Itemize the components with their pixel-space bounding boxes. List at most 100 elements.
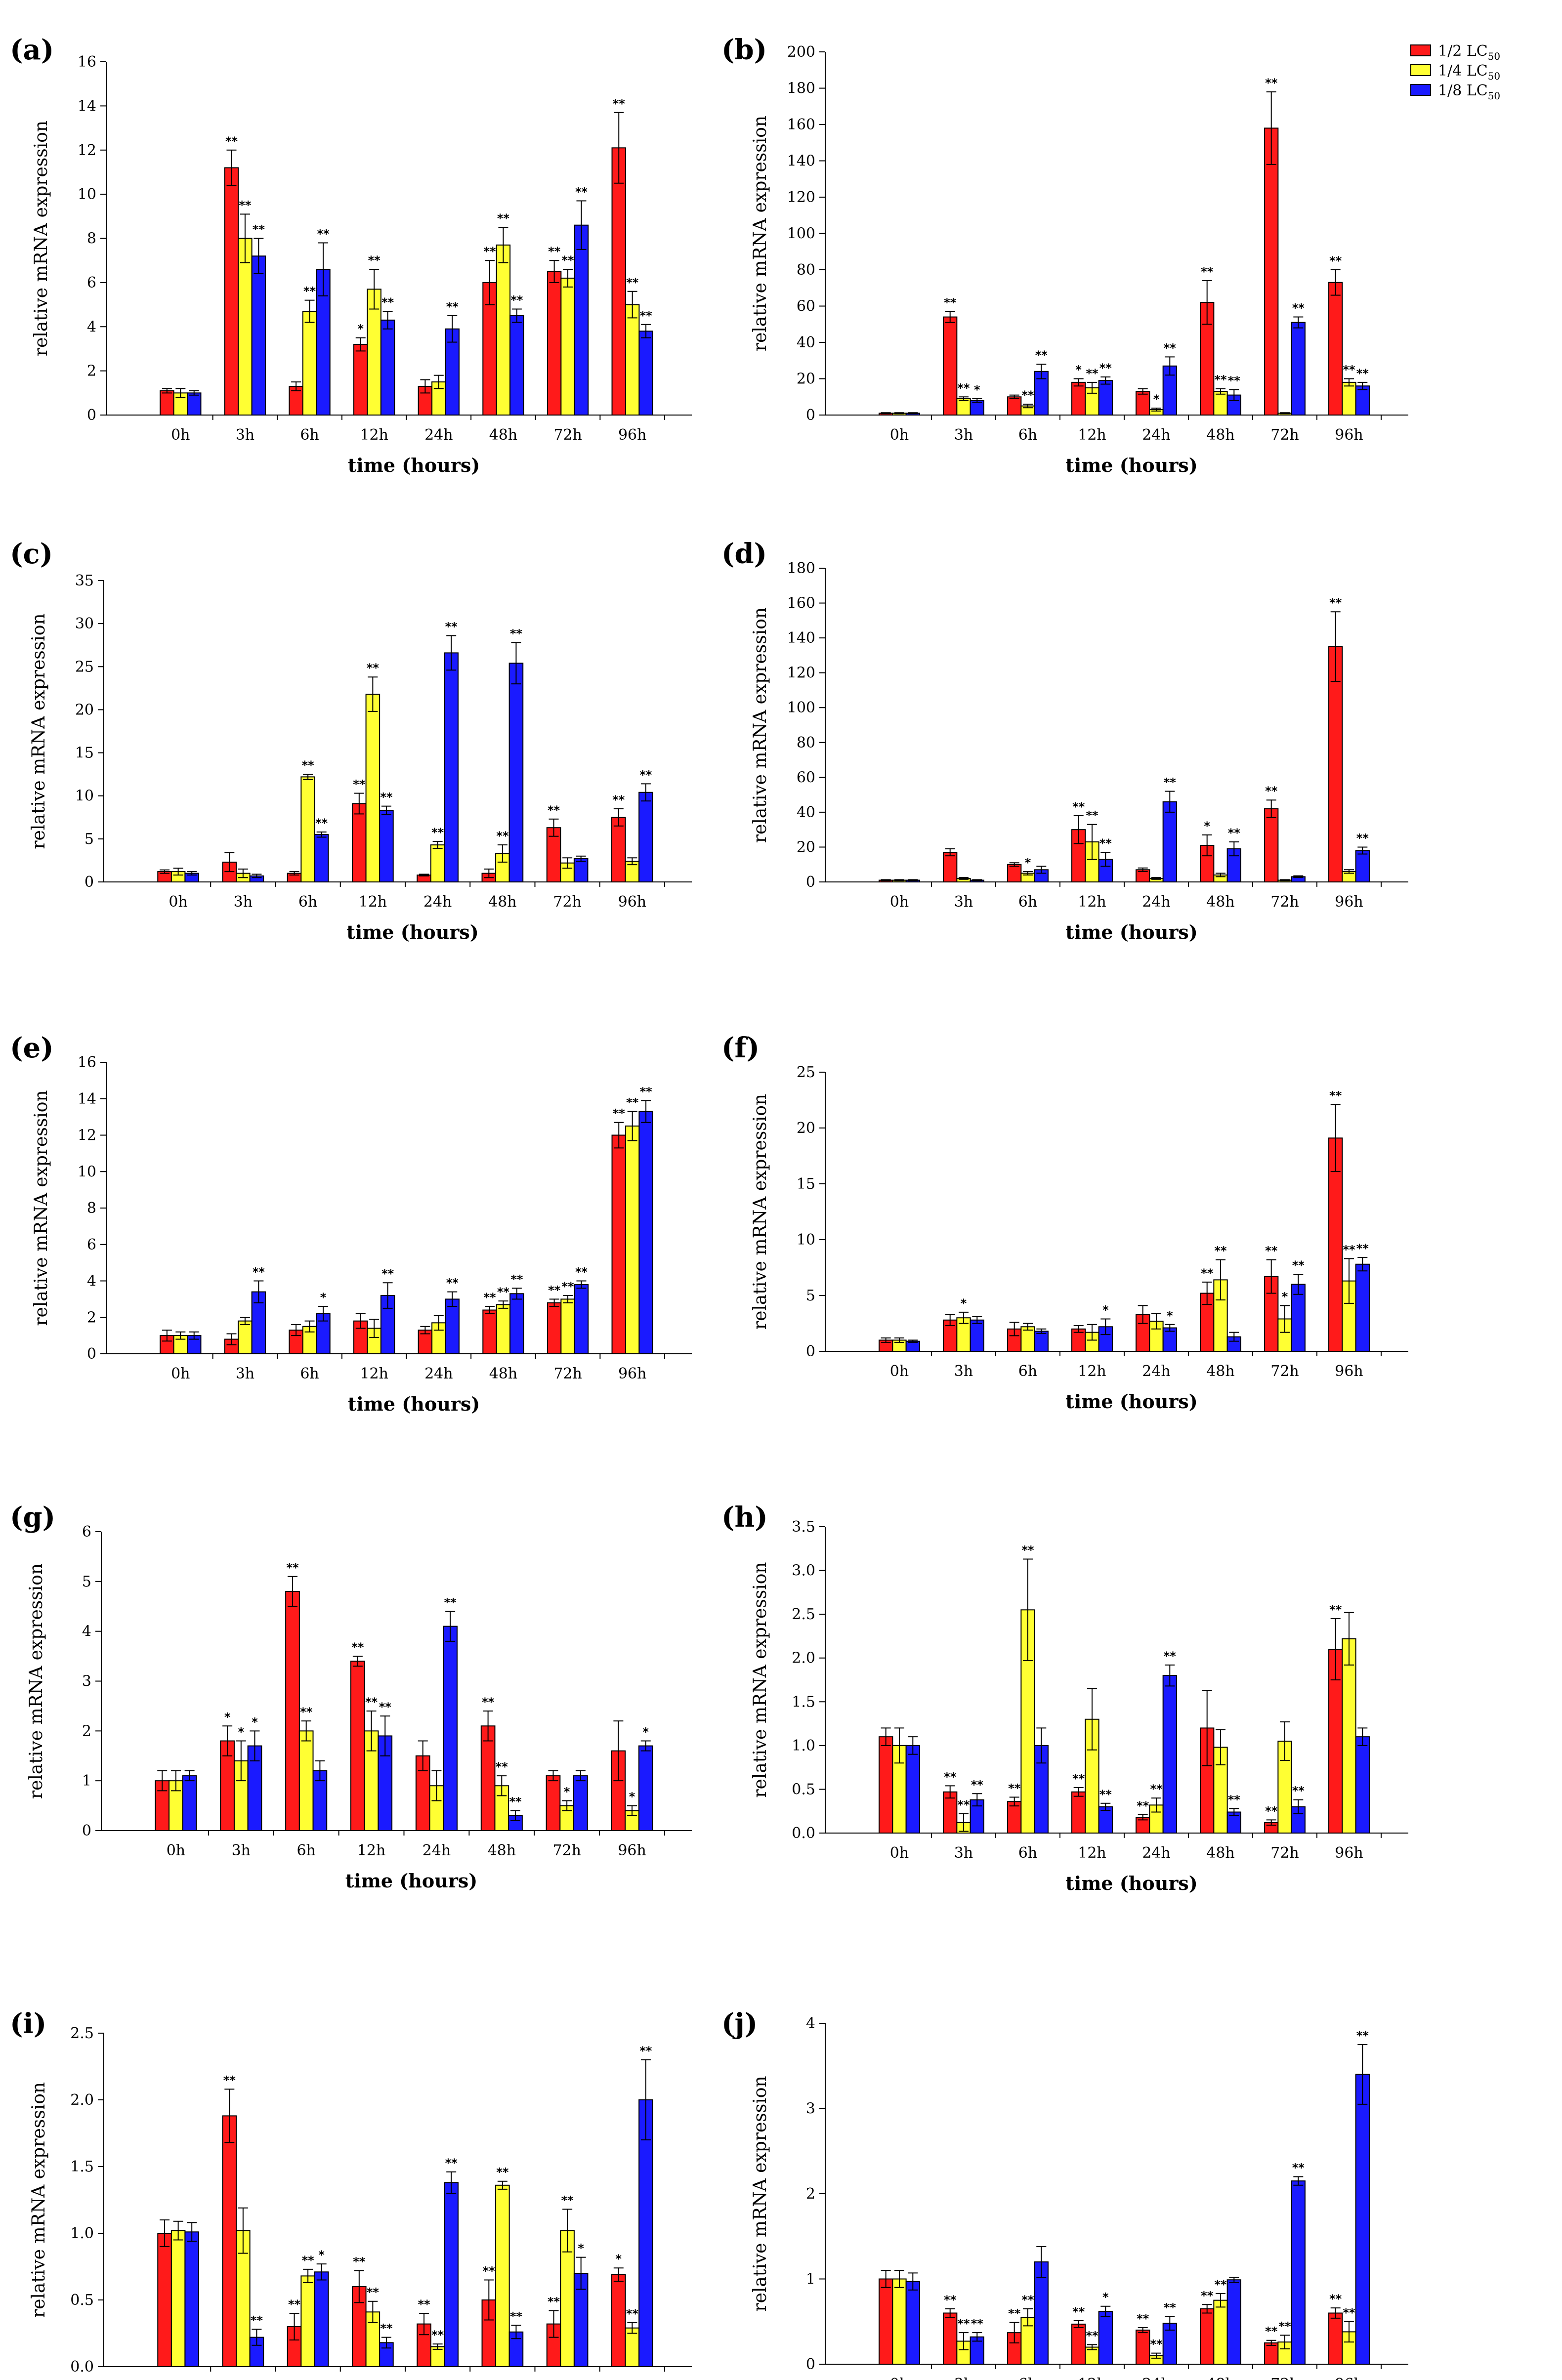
significance-label: * — [238, 1725, 245, 1739]
significance-label: ** — [1021, 1544, 1034, 1557]
y-tick-label: 10 — [75, 788, 94, 805]
bar — [943, 2312, 958, 2365]
significance-label: ** — [223, 2073, 236, 2087]
chart-panel-9: (i) 0.0 0.5 1.0 1.5 2.0 2.5 relative mRNA expre… — [10, 2007, 692, 2380]
y-tick-label: 1.0 — [70, 2225, 94, 2242]
bar — [367, 289, 381, 416]
x-tick-label: 3h — [234, 2378, 253, 2380]
bar — [352, 803, 367, 883]
significance-label: ** — [510, 293, 523, 307]
bar — [224, 167, 239, 416]
y-tick-label: 20 — [797, 371, 815, 388]
bar — [943, 316, 958, 416]
bar — [1328, 1137, 1343, 1352]
x-tick-label: 6h — [300, 1365, 319, 1382]
x-tick-label: 72h — [553, 893, 582, 911]
panel-label: (i) — [10, 2007, 46, 2040]
y-tick-label: 2 — [87, 1309, 96, 1326]
bar — [1342, 381, 1356, 416]
x-tick-label: 6h — [1018, 426, 1037, 444]
significance-label: ** — [418, 2297, 431, 2311]
y-tick-label: 5 — [806, 1287, 815, 1304]
bar — [1355, 1263, 1370, 1352]
bar — [956, 398, 971, 416]
x-tick-label: 24h — [424, 1365, 453, 1382]
y-tick-label: 60 — [797, 298, 815, 315]
legend-swatch-1 — [1410, 44, 1431, 56]
bar — [638, 1111, 653, 1354]
x-tick-label: 12h — [1078, 893, 1106, 911]
significance-label: ** — [1265, 1804, 1278, 1818]
significance-label: ** — [562, 1280, 575, 1294]
x-tick-label: 12h — [359, 2378, 387, 2380]
significance-label: ** — [562, 253, 575, 267]
y-tick-label: 35 — [75, 572, 94, 589]
significance-label: ** — [1086, 2329, 1098, 2342]
significance-label: ** — [380, 791, 393, 804]
y-tick-label: 12 — [78, 142, 96, 159]
y-tick-label: 10 — [78, 186, 96, 203]
significance-label: * — [1102, 1303, 1109, 1317]
y-tick-label: 0 — [806, 407, 815, 424]
x-tick-label: 0h — [890, 1844, 909, 1862]
significance-label: ** — [626, 1096, 639, 1110]
significance-label: ** — [1021, 388, 1034, 402]
significance-label: ** — [444, 1595, 457, 1609]
x-tick-label: 3h — [954, 2376, 973, 2380]
y-tick-label: 100 — [787, 225, 815, 243]
x-tick-label: 24h — [422, 1842, 451, 1859]
significance-label: * — [1075, 363, 1082, 377]
x-tick-label: 72h — [552, 1842, 581, 1859]
bar — [302, 310, 317, 416]
bar — [380, 319, 395, 416]
y-tick-label: 1.0 — [792, 1737, 815, 1754]
x-tick-label: 12h — [1078, 2376, 1106, 2380]
panel-label: (b) — [721, 34, 767, 66]
x-tick-label: 3h — [232, 1842, 251, 1859]
significance-label: ** — [446, 1276, 459, 1290]
y-tick-label: 180 — [787, 80, 815, 97]
significance-label: ** — [253, 1265, 265, 1279]
significance-label: ** — [548, 1283, 561, 1297]
significance-label: ** — [1099, 361, 1112, 375]
y-tick-label: 1.5 — [792, 1693, 815, 1711]
bar — [625, 1126, 640, 1354]
x-tick-label: 24h — [1142, 2376, 1171, 2380]
x-tick-label: 12h — [1078, 1844, 1106, 1862]
bar — [573, 1775, 588, 1831]
y-tick-label: 2 — [82, 1722, 91, 1740]
significance-label: * — [961, 1296, 967, 1310]
y-tick-label: 0.0 — [70, 2358, 94, 2376]
bar — [1355, 385, 1370, 416]
bar — [496, 244, 511, 416]
significance-label: ** — [1072, 1772, 1085, 1786]
significance-label: ** — [483, 2264, 496, 2278]
significance-label: ** — [239, 198, 252, 212]
significance-label: ** — [1137, 1799, 1149, 1813]
x-tick-label: 12h — [360, 426, 388, 444]
bar — [1226, 2279, 1241, 2365]
y-tick-label: 80 — [797, 261, 815, 279]
significance-label: ** — [575, 1265, 588, 1279]
x-axis-label: time (hours) — [1065, 1872, 1198, 1894]
x-tick-label: 0h — [171, 426, 190, 444]
y-tick-label: 40 — [797, 334, 815, 351]
y-tick-label: 3.5 — [792, 1518, 815, 1536]
significance-label: ** — [1292, 1784, 1305, 1798]
y-axis-label: relative mRNA expression — [750, 1094, 770, 1330]
x-tick-label: 12h — [360, 1365, 388, 1382]
bar — [905, 2281, 920, 2365]
significance-label: ** — [353, 2255, 366, 2269]
significance-label: ** — [365, 1695, 378, 1709]
bar — [970, 1319, 984, 1352]
significance-label: ** — [496, 1760, 508, 1774]
bar — [1291, 322, 1306, 416]
bar — [1328, 646, 1343, 882]
significance-label: ** — [1072, 800, 1085, 814]
significance-label: ** — [302, 2254, 315, 2267]
significance-label: ** — [380, 2322, 393, 2336]
bar — [1342, 1638, 1356, 1834]
significance-label: ** — [251, 2313, 263, 2327]
bar — [1162, 801, 1177, 882]
